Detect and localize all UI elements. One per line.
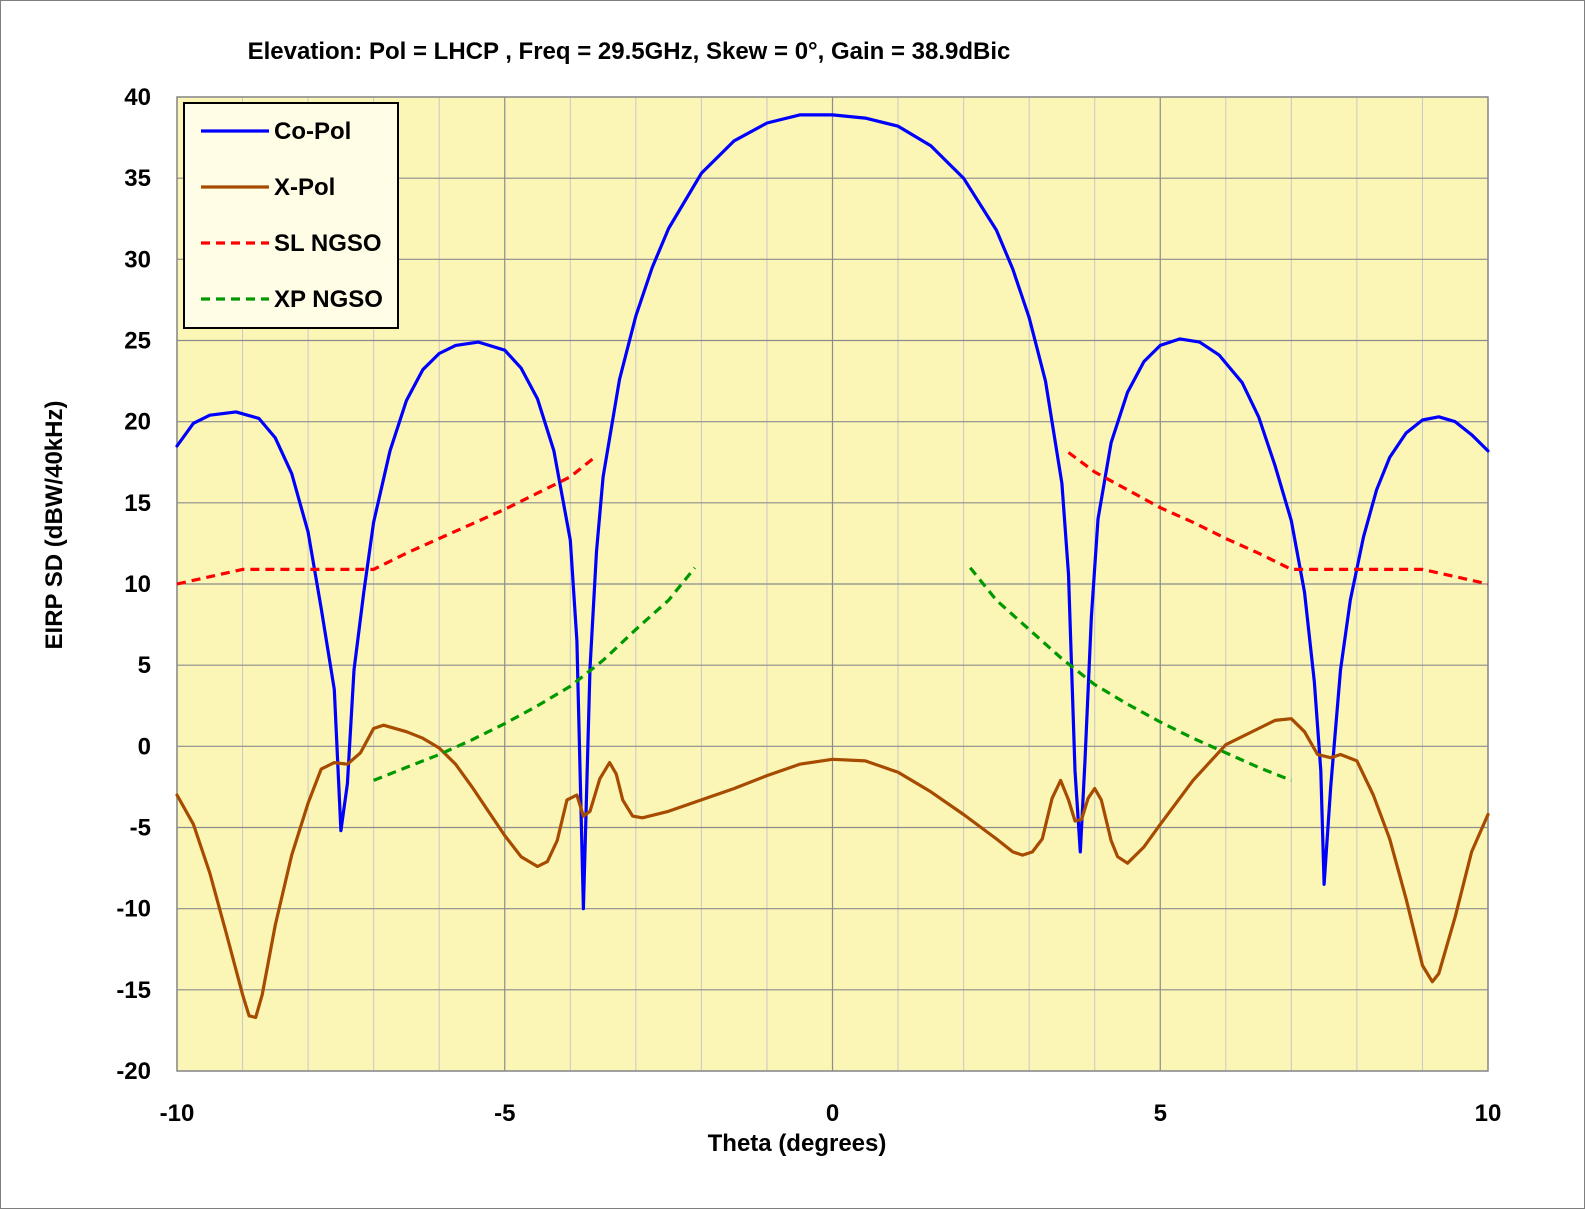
y-tick-label: -10 [116,896,151,923]
legend-box [183,102,399,329]
y-tick-label: -20 [116,1058,151,1085]
y-tick-label: 10 [124,571,151,598]
y-tick-label: 35 [124,165,151,192]
legend-label-x-pol: X-Pol [274,174,335,201]
y-axis-label: EIRP SD (dBW/40kHz) [41,401,68,650]
legend: Co-Pol X-Pol SL NGSO XP NGSO [183,102,399,329]
x-tick-label: 10 [1475,1100,1502,1127]
y-tick-label: 40 [124,84,151,111]
x-tick-label: -5 [494,1100,515,1127]
y-tick-label: 25 [124,328,151,355]
y-tick-label: 15 [124,490,151,517]
y-tick-label: 30 [124,246,151,273]
series-line-sl-ngso [176,454,598,586]
series-line-co-pol [175,113,1490,911]
x-tick-labels: -10 -5 0 5 10 [160,1100,1502,1127]
y-tick-labels: -20 -15 -10 -5 0 5 10 15 20 25 30 35 40 [116,84,151,1085]
series-layer [175,113,1490,1019]
x-tick-label: 0 [826,1100,839,1127]
legend-label-co-pol: Co-Pol [274,118,351,145]
series-line-xp-ngso [373,566,697,782]
x-tick-label: -10 [160,1100,195,1127]
y-tick-label: 5 [138,652,151,679]
y-tick-label: 20 [124,409,151,436]
legend-items: Co-Pol X-Pol SL NGSO XP NGSO [201,118,383,313]
legend-label-xp-ngso: XP NGSO [274,286,383,313]
x-tick-label: 5 [1154,1100,1167,1127]
y-tick-label: -15 [116,977,151,1004]
chart-title: Elevation: Pol = LHCP , Freq = 29.5GHz, … [248,38,1011,65]
series-line-xp-ngso [968,566,1292,782]
x-axis-label: Theta (degrees) [708,1130,887,1157]
y-tick-label: 0 [138,733,151,760]
legend-label-sl-ngso: SL NGSO [274,230,382,257]
y-tick-label: -5 [130,815,151,842]
series-line-x-pol [175,717,1490,1019]
